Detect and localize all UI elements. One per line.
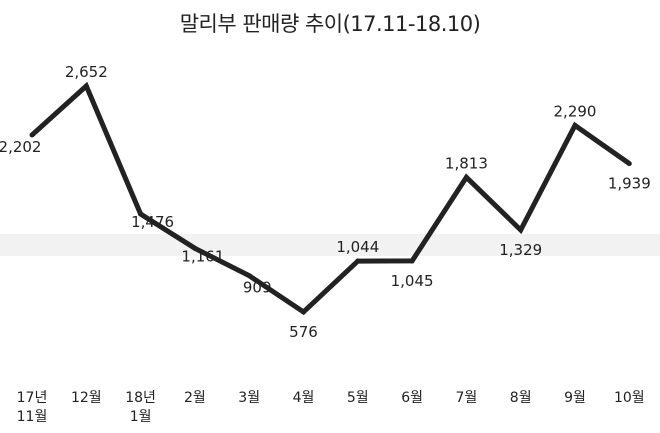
data-label: 1,813 — [445, 154, 488, 172]
data-label: 2,202 — [0, 138, 41, 156]
data-point — [301, 309, 306, 315]
x-tick-label: 3월 — [238, 390, 260, 406]
data-label: 576 — [289, 323, 318, 341]
data-label: 909 — [243, 279, 272, 297]
series-line — [30, 81, 631, 316]
data-point — [463, 174, 469, 180]
data-point — [246, 273, 252, 279]
data-label: 1,329 — [499, 241, 542, 259]
data-point — [626, 161, 632, 167]
data-point — [355, 258, 361, 264]
x-tick-label: 18년 1월 — [125, 390, 156, 425]
x-tick-label: 9월 — [564, 390, 586, 406]
data-point — [138, 211, 144, 217]
x-tick-label: 10월 — [614, 390, 645, 406]
data-label: 1,045 — [391, 272, 434, 290]
x-tick-label: 5월 — [347, 390, 369, 406]
data-label: 1,161 — [181, 247, 224, 265]
data-label: 1,476 — [131, 213, 174, 231]
x-tick-label: 4월 — [293, 390, 315, 406]
data-label: 1,044 — [336, 238, 379, 256]
data-point — [518, 227, 524, 233]
data-point — [409, 258, 415, 264]
x-tick-label: 12월 — [71, 390, 102, 406]
x-tick-label: 2월 — [184, 390, 206, 406]
data-label: 2,652 — [65, 63, 108, 81]
x-tick-label: 8월 — [510, 390, 532, 406]
data-point — [29, 132, 35, 138]
chart-title: 말리부 판매량 추이(17.11-18.10) — [179, 12, 481, 36]
x-tick-label: 6월 — [401, 390, 423, 406]
x-tick-label: 7월 — [456, 390, 478, 406]
data-label: 1,939 — [608, 175, 651, 193]
highlight-band — [0, 234, 660, 256]
data-point — [192, 245, 198, 251]
x-tick-label: 17년 11월 — [17, 390, 48, 425]
data-point — [572, 122, 578, 128]
data-label: 2,290 — [554, 102, 597, 120]
data-point — [83, 83, 89, 89]
